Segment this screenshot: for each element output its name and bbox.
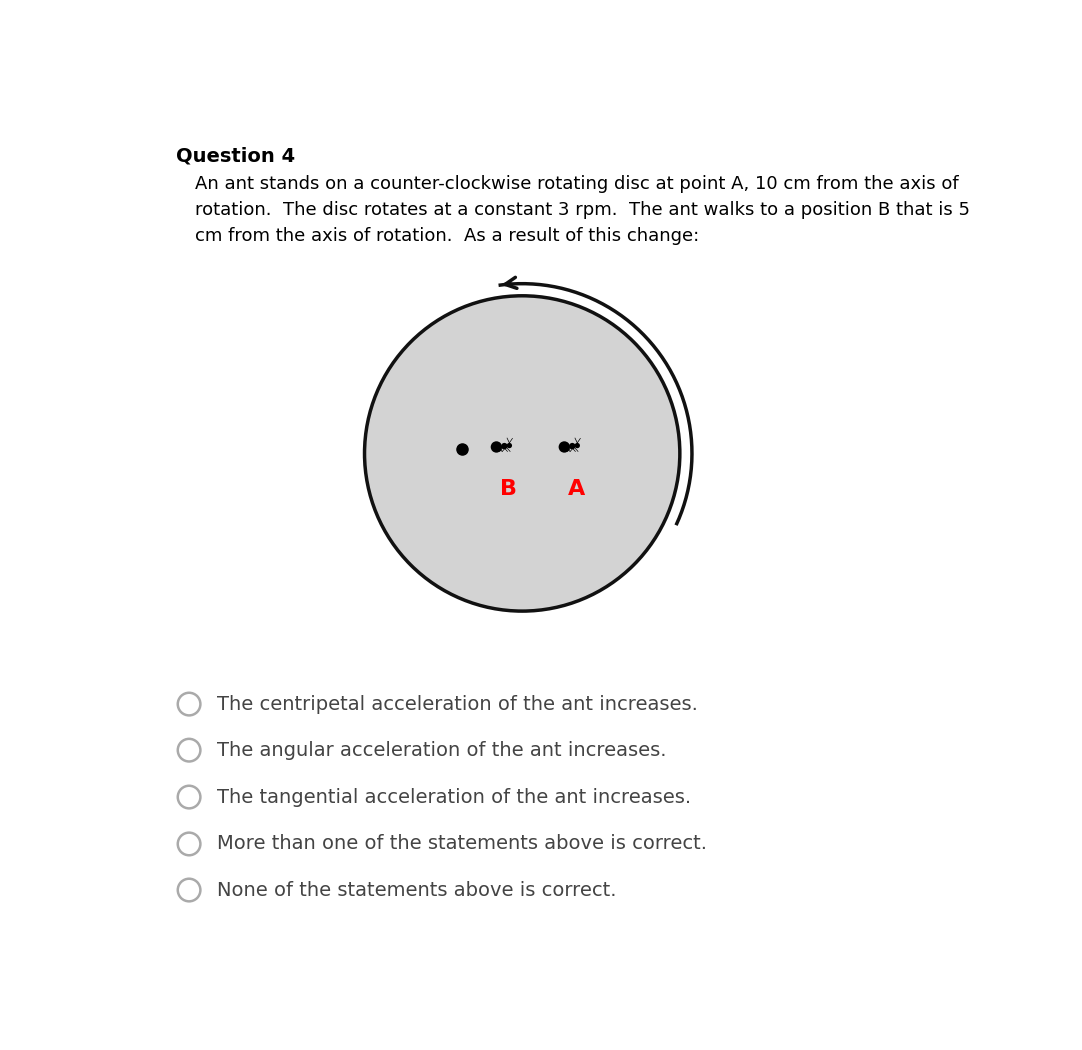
Circle shape	[506, 443, 512, 448]
Text: B: B	[500, 479, 517, 500]
Circle shape	[365, 296, 679, 611]
Circle shape	[501, 443, 507, 449]
Text: More than one of the statements above is correct.: More than one of the statements above is…	[217, 835, 708, 854]
Text: The centripetal acceleration of the ant increases.: The centripetal acceleration of the ant …	[217, 695, 698, 714]
Text: A: A	[568, 479, 585, 500]
Text: The tangential acceleration of the ant increases.: The tangential acceleration of the ant i…	[217, 788, 691, 806]
Circle shape	[491, 441, 502, 453]
Text: Question 4: Question 4	[176, 146, 295, 165]
Circle shape	[558, 441, 570, 453]
Circle shape	[575, 443, 580, 448]
Text: An ant stands on a counter-clockwise rotating disc at point A, 10 cm from the ax: An ant stands on a counter-clockwise rot…	[195, 174, 969, 246]
Circle shape	[569, 443, 576, 449]
Text: None of the statements above is correct.: None of the statements above is correct.	[217, 881, 617, 900]
Text: The angular acceleration of the ant increases.: The angular acceleration of the ant incr…	[217, 740, 667, 759]
